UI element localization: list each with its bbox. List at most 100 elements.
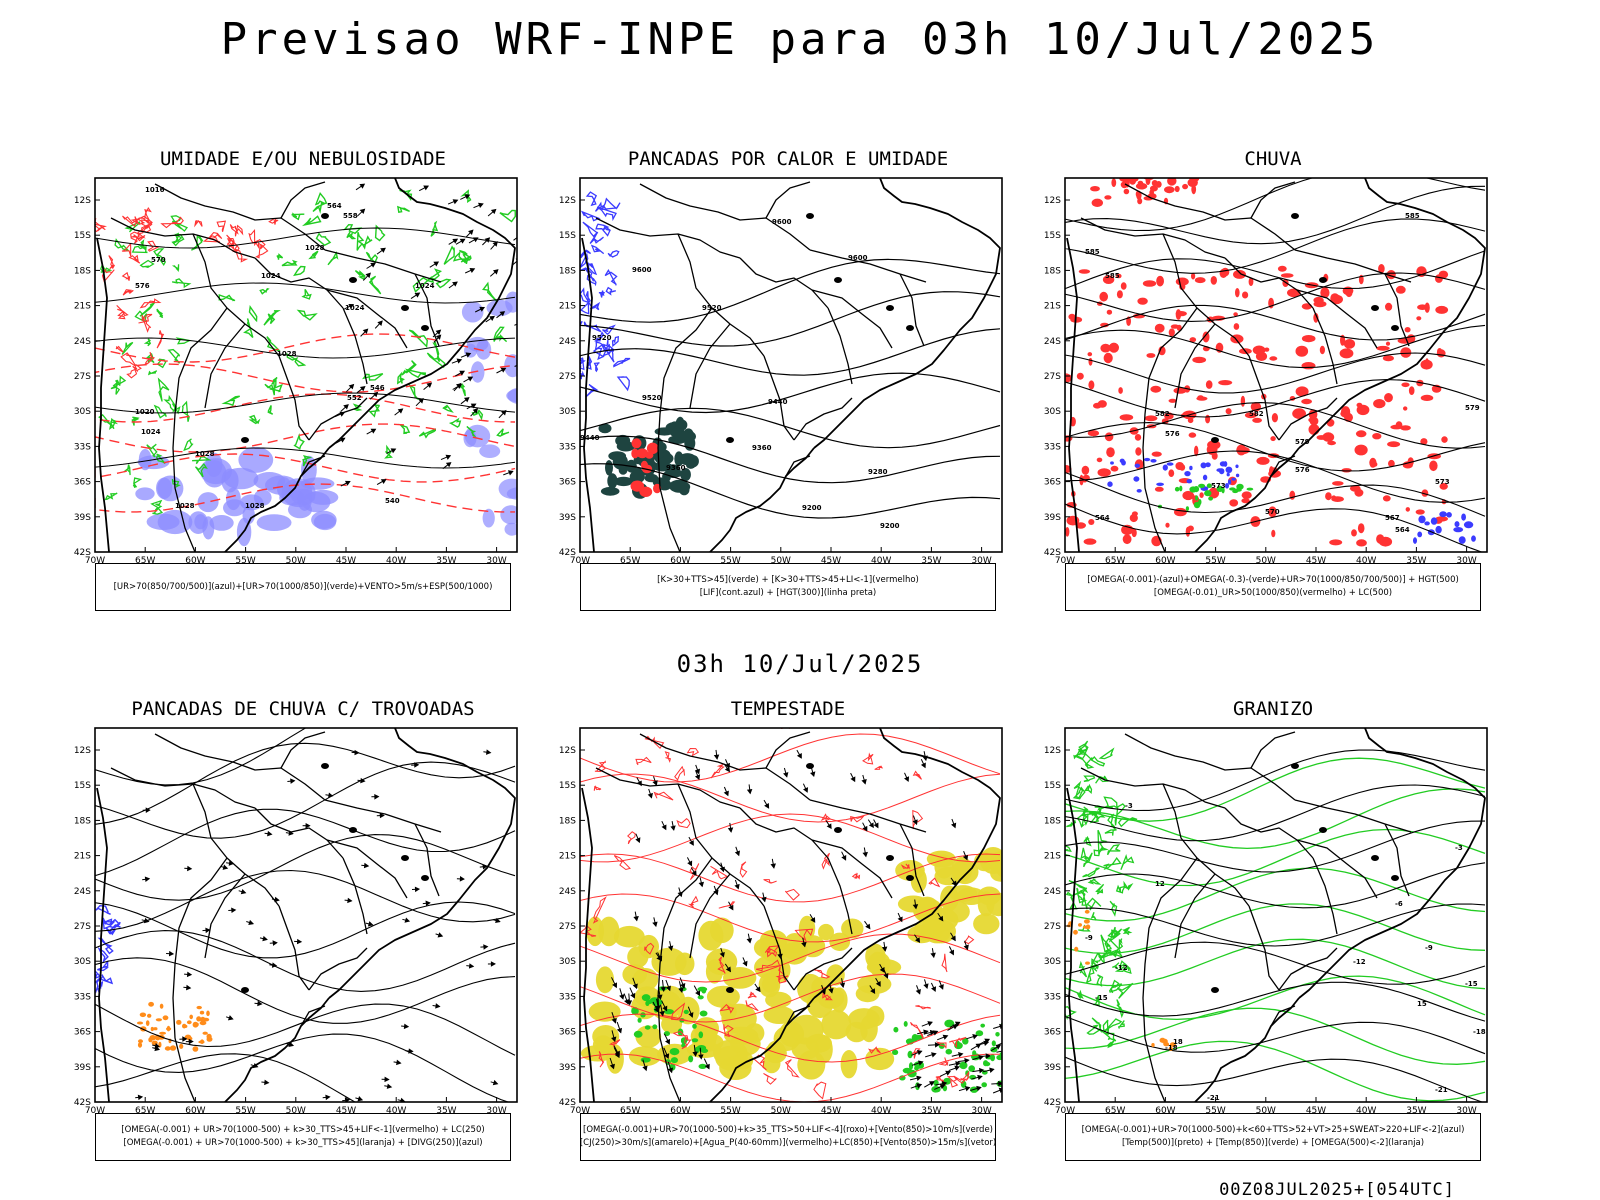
country-border: [204, 873, 246, 959]
shade-cell: [973, 913, 1000, 935]
wind-arrowhead: [414, 886, 421, 893]
shade-cell: [629, 470, 645, 484]
wind-arrowhead: [143, 917, 150, 924]
contour-loop: [674, 765, 685, 781]
temp500-lines: [1065, 749, 1486, 1102]
wind-arrowhead: [271, 962, 278, 968]
lon-label: 60W: [670, 556, 690, 566]
wind-arrowhead: [746, 788, 753, 795]
contour-loop: [267, 313, 276, 325]
lon-label: 40W: [386, 556, 406, 566]
wind-arrowhead: [881, 946, 888, 952]
shade-cell: [1190, 493, 1195, 499]
country-border: [1250, 181, 1296, 219]
lake: [421, 875, 429, 881]
wind-vectors: [909, 1021, 1020, 1094]
shade-cell: [148, 1001, 154, 1007]
country-border: [1142, 857, 1198, 1102]
wind-arrowhead: [344, 480, 351, 486]
country-border: [765, 181, 811, 219]
country-border: [308, 397, 368, 441]
shade-cell: [1240, 395, 1246, 407]
wind-arrowhead: [923, 1029, 929, 1035]
contour-loop: [1065, 844, 1072, 852]
lat-label: 12S: [1044, 196, 1061, 206]
wind-arrowhead: [1003, 1041, 1007, 1045]
shade-cell: [763, 1006, 795, 1024]
contour-loop: [780, 728, 791, 729]
wind-vector: [1009, 1025, 1020, 1028]
wind-arrowhead: [660, 986, 666, 993]
contour-line: [95, 423, 516, 453]
contour-loop: [755, 959, 781, 972]
shade-cell: [145, 1020, 150, 1026]
shade-cell: [1065, 527, 1070, 537]
wind-arrowhead: [916, 1075, 922, 1081]
legend-line: [UR>70(850/700/500)](azul)+[UR>70(1000/8…: [113, 581, 493, 592]
shade-cell: [1168, 398, 1177, 403]
shade-cell: [1313, 312, 1319, 323]
lake: [1319, 827, 1327, 833]
shade-cell: [1134, 434, 1142, 441]
shade-cell: [1165, 522, 1170, 528]
wind-arrowhead: [536, 1013, 540, 1017]
wind-arrowhead: [680, 983, 686, 989]
shade-cell: [1418, 515, 1426, 524]
shade-cell: [644, 1025, 651, 1030]
contour-loop: [613, 855, 631, 871]
shade-cell: [1205, 462, 1211, 468]
shade-cell: [592, 1025, 620, 1048]
wind-arrowhead: [810, 917, 816, 923]
contour-label: 564: [1395, 526, 1410, 534]
contour-loop: [368, 275, 382, 295]
contour-loop: [1108, 926, 1121, 943]
country-border: [172, 857, 228, 1102]
contour-label: 579: [1465, 404, 1480, 412]
contour-loop: [293, 265, 306, 277]
shade-cell: [1154, 323, 1165, 333]
shade-cell: [1219, 461, 1227, 467]
shade-cell: [1342, 286, 1354, 296]
contour-loop: [593, 785, 602, 791]
shade-cell: [1100, 343, 1111, 353]
shade-cell: [1329, 539, 1343, 546]
contour-line: [1065, 503, 1484, 552]
contour-loop: [291, 212, 305, 221]
contour-label: 1028: [175, 502, 195, 510]
shade-cell: [688, 1055, 694, 1063]
lon-label: 35W: [436, 556, 456, 566]
lake: [349, 277, 357, 283]
shade-cell: [196, 1016, 202, 1022]
contour-loop: [644, 942, 655, 955]
contour-loop: [580, 249, 592, 259]
map-granizo: -3-3-6-9-9-12-12-15-15-18-18-21-21181512…: [1044, 727, 1488, 1116]
wind-arrowhead: [942, 1034, 949, 1040]
contour-line: [95, 392, 516, 414]
shade-cell: [1088, 357, 1093, 366]
wind-arrowhead: [296, 938, 303, 945]
contour-line: [1065, 1007, 1486, 1065]
contour-loop: [960, 1070, 970, 1081]
lat-label: 18S: [1044, 816, 1061, 826]
shade-cell: [910, 868, 927, 893]
wind-arrowhead: [188, 1038, 194, 1045]
wind-arrowhead: [360, 777, 366, 784]
plot-area: [580, 728, 1020, 1102]
contour-label: 9600: [848, 254, 868, 262]
wind-arrowhead: [418, 397, 424, 404]
contour-line: [1065, 250, 1486, 290]
contour-loop: [747, 991, 757, 999]
wind-arrowhead: [724, 766, 731, 773]
contour-loop: [600, 197, 621, 211]
wind-arrowhead: [945, 1070, 951, 1076]
wind-arrowhead: [727, 827, 734, 833]
contour-loop: [131, 416, 140, 426]
shaded-field: [135, 446, 339, 547]
contour-loop: [1083, 775, 1096, 782]
wind-arrowhead: [433, 261, 440, 267]
lat-label: 36S: [1044, 1028, 1061, 1038]
wind-arrowhead: [452, 281, 458, 287]
shade-cell: [1198, 483, 1206, 488]
shade-cell: [1137, 197, 1143, 205]
shade-cell: [1264, 347, 1270, 352]
